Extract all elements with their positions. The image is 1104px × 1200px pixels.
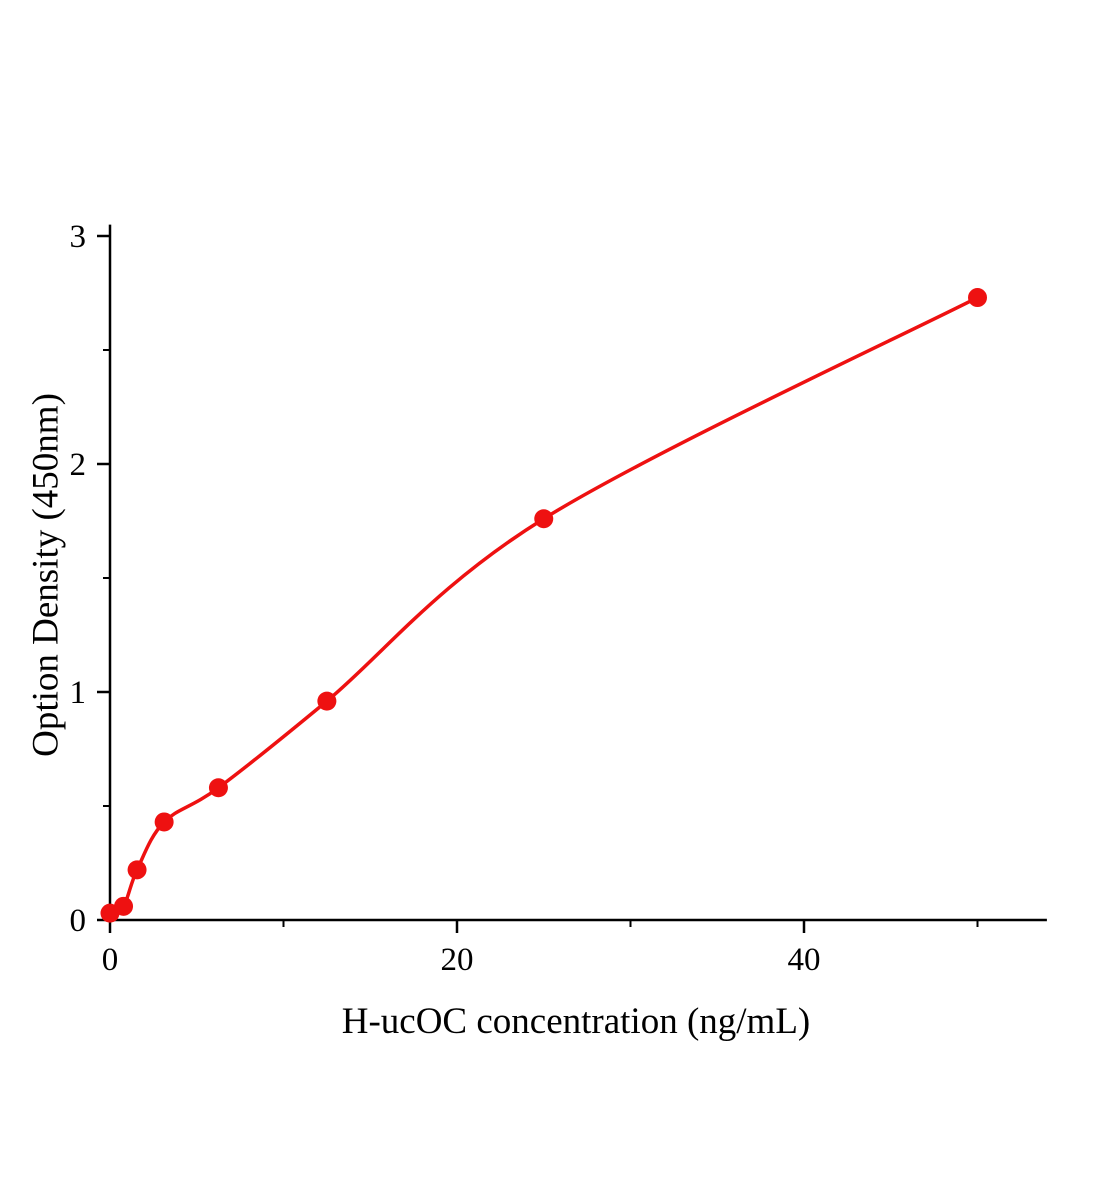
x-tick-label: 40	[788, 942, 821, 978]
x-tick-label: 0	[102, 942, 119, 978]
data-point	[317, 691, 337, 711]
data-point	[534, 509, 554, 529]
x-axis-label: H-ucOC concentration (ng/mL)	[341, 1001, 811, 1042]
fit-curve	[108, 295, 980, 915]
data-point	[968, 288, 987, 308]
data-point	[154, 812, 174, 832]
y-tick-label: 1	[70, 675, 87, 711]
data-point	[208, 778, 228, 798]
x-tick-label: 20	[441, 942, 474, 978]
data-point	[127, 860, 147, 880]
data-point	[114, 896, 134, 916]
y-tick-label: 3	[70, 219, 87, 255]
y-tick-label: 0	[70, 903, 87, 939]
y-tick-label: 2	[70, 447, 87, 483]
y-axis-label: Option Density (450nm)	[25, 393, 67, 757]
